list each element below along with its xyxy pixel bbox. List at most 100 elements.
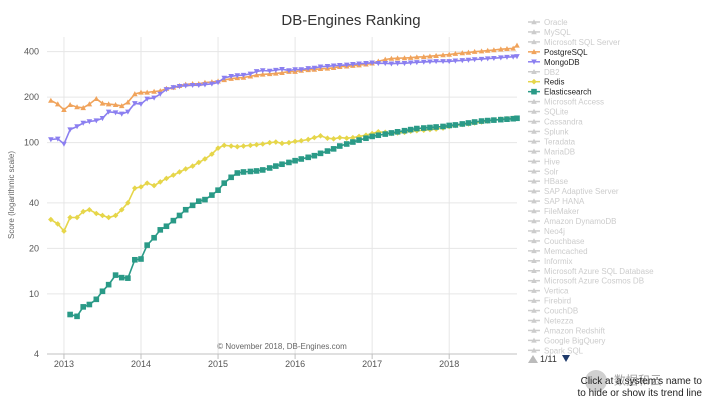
data-point-elasticsearch: [343, 141, 350, 147]
legend-item-mariadb[interactable]: MariaDB: [528, 147, 575, 156]
legend-item-couchdb[interactable]: CouchDB: [528, 307, 578, 316]
data-point-mongodb: [407, 60, 414, 66]
data-point-mongodb: [215, 80, 221, 86]
data-point-mongodb: [350, 62, 356, 68]
data-point-redis: [176, 169, 183, 175]
data-point-postgresql: [74, 104, 80, 110]
data-point-elasticsearch: [112, 272, 119, 278]
legend-item-google-bigquery[interactable]: Google BigQuery: [528, 336, 605, 345]
legend-marker-mongodb: [531, 59, 537, 65]
legend-marker-couchdb: [531, 307, 537, 313]
legend-item-filemaker[interactable]: FileMaker: [528, 207, 579, 216]
legend-marker-db2: [531, 68, 537, 74]
data-point-redis: [67, 214, 73, 221]
data-point-elasticsearch: [356, 137, 362, 143]
chart-credit: © November 2018, DB-Engines.com: [217, 342, 347, 351]
data-point-redis: [157, 179, 164, 185]
legend-item-sap-adaptive-server[interactable]: SAP Adaptive Server: [528, 187, 619, 196]
legend-marker-filemaker: [531, 208, 537, 214]
data-point-elasticsearch: [394, 128, 401, 135]
legend-item-amazon-redshift[interactable]: Amazon Redshift: [528, 326, 606, 335]
data-point-elasticsearch: [99, 288, 106, 295]
legend-marker-sqlite: [531, 108, 537, 114]
legend-item-oracle[interactable]: Oracle: [528, 18, 568, 27]
legend-label-couchbase: Couchbase: [544, 237, 585, 246]
legend-item-mongodb[interactable]: MongoDB: [528, 58, 580, 67]
data-point-postgresql: [112, 102, 119, 108]
data-point-mongodb: [80, 120, 87, 126]
legend-item-informix[interactable]: Informix: [528, 257, 572, 266]
pager-label: 1/11: [540, 354, 557, 364]
data-point-redis: [343, 135, 350, 142]
data-point-elasticsearch: [209, 192, 215, 198]
legend-marker-neo4j: [531, 228, 537, 234]
legend-item-postgresql[interactable]: PostgreSQL: [528, 48, 588, 57]
legend-item-memcached[interactable]: Memcached: [528, 247, 588, 256]
legend-item-elasticsearch[interactable]: Elasticsearch: [528, 88, 592, 97]
legend-marker-hbase: [531, 178, 537, 184]
legend-item-sqlite[interactable]: SQLite: [528, 108, 569, 117]
pager-down-icon[interactable]: [562, 355, 570, 362]
legend-item-hbase[interactable]: HBase: [528, 177, 569, 186]
legend-item-hive[interactable]: Hive: [528, 157, 561, 166]
data-point-postgresql: [465, 49, 472, 55]
legend-item-db2[interactable]: DB2: [528, 68, 560, 77]
legend-marker-informix: [531, 258, 537, 264]
legend-label-microsoft-azure-cosmos-db: Microsoft Azure Cosmos DB: [544, 277, 644, 286]
data-point-elasticsearch: [105, 281, 112, 288]
data-point-redis: [317, 133, 324, 139]
legend-marker-oracle: [531, 19, 537, 25]
data-point-postgresql: [514, 42, 520, 48]
data-point-elasticsearch: [93, 296, 100, 303]
data-point-elasticsearch: [440, 123, 446, 130]
legend-item-firebird[interactable]: Firebird: [528, 297, 571, 306]
data-point-elasticsearch: [151, 234, 157, 241]
legend-item-cassandra[interactable]: Cassandra: [528, 118, 583, 127]
data-point-elasticsearch: [369, 133, 375, 140]
legend-label-spark-sql: Spark SQL: [544, 346, 584, 355]
data-point-postgresql: [144, 89, 150, 95]
data-point-elasticsearch: [259, 167, 266, 173]
legend-marker-teradata: [531, 138, 537, 144]
legend-pager[interactable]: 1/11: [528, 354, 570, 364]
data-point-elasticsearch: [401, 127, 408, 134]
data-point-mongodb: [388, 61, 395, 67]
data-point-postgresql: [446, 51, 452, 57]
legend-item-neo4j[interactable]: Neo4j: [528, 227, 565, 236]
legend-hint-line-1: Click at a system's name to: [580, 376, 702, 387]
legend-label-netezza: Netezza: [544, 317, 574, 326]
legend-marker-redis: [531, 78, 537, 85]
legend-item-microsoft-azure-cosmos-db[interactable]: Microsoft Azure Cosmos DB: [528, 277, 644, 286]
legend-item-teradata[interactable]: Teradata: [528, 137, 576, 146]
series-layer: [48, 42, 520, 320]
data-point-postgresql: [510, 45, 516, 51]
data-point-mongodb: [273, 67, 279, 73]
plot-area: [47, 37, 517, 354]
legend-item-splunk[interactable]: Splunk: [528, 127, 569, 136]
pager-up-icon[interactable]: [528, 355, 538, 363]
data-point-redis: [259, 141, 266, 147]
y-axis-title: Score (logarithmic scale): [7, 151, 16, 239]
legend-item-couchbase[interactable]: Couchbase: [528, 237, 585, 246]
legend-item-spark-sql[interactable]: Spark SQL: [528, 346, 584, 355]
data-point-mongodb: [363, 61, 369, 67]
data-point-postgresql: [61, 106, 67, 113]
legend-item-sap-hana[interactable]: SAP HANA: [528, 197, 585, 206]
data-point-mongodb: [253, 69, 260, 75]
legend-item-microsoft-sql-server[interactable]: Microsoft SQL Server: [528, 38, 621, 47]
legend-item-microsoft-azure-sql-database[interactable]: Microsoft Azure SQL Database: [528, 267, 654, 276]
legend-item-solr[interactable]: Solr: [528, 167, 559, 176]
legend-marker-couchbase: [531, 238, 537, 244]
legend-item-vertica[interactable]: Vertica: [528, 287, 569, 296]
legend-label-db2: DB2: [544, 68, 560, 77]
legend-item-netezza[interactable]: Netezza: [528, 317, 574, 326]
data-point-postgresql: [67, 102, 73, 108]
legend-item-redis[interactable]: Redis: [528, 78, 564, 87]
data-point-redis: [61, 228, 67, 234]
data-point-redis: [253, 141, 260, 148]
legend-item-microsoft-access[interactable]: Microsoft Access: [528, 98, 604, 107]
legend-label-sqlite: SQLite: [544, 108, 569, 117]
legend-item-amazon-dynamodb[interactable]: Amazon DynamoDB: [528, 217, 616, 226]
legend-item-mysql[interactable]: MySQL: [528, 28, 571, 37]
